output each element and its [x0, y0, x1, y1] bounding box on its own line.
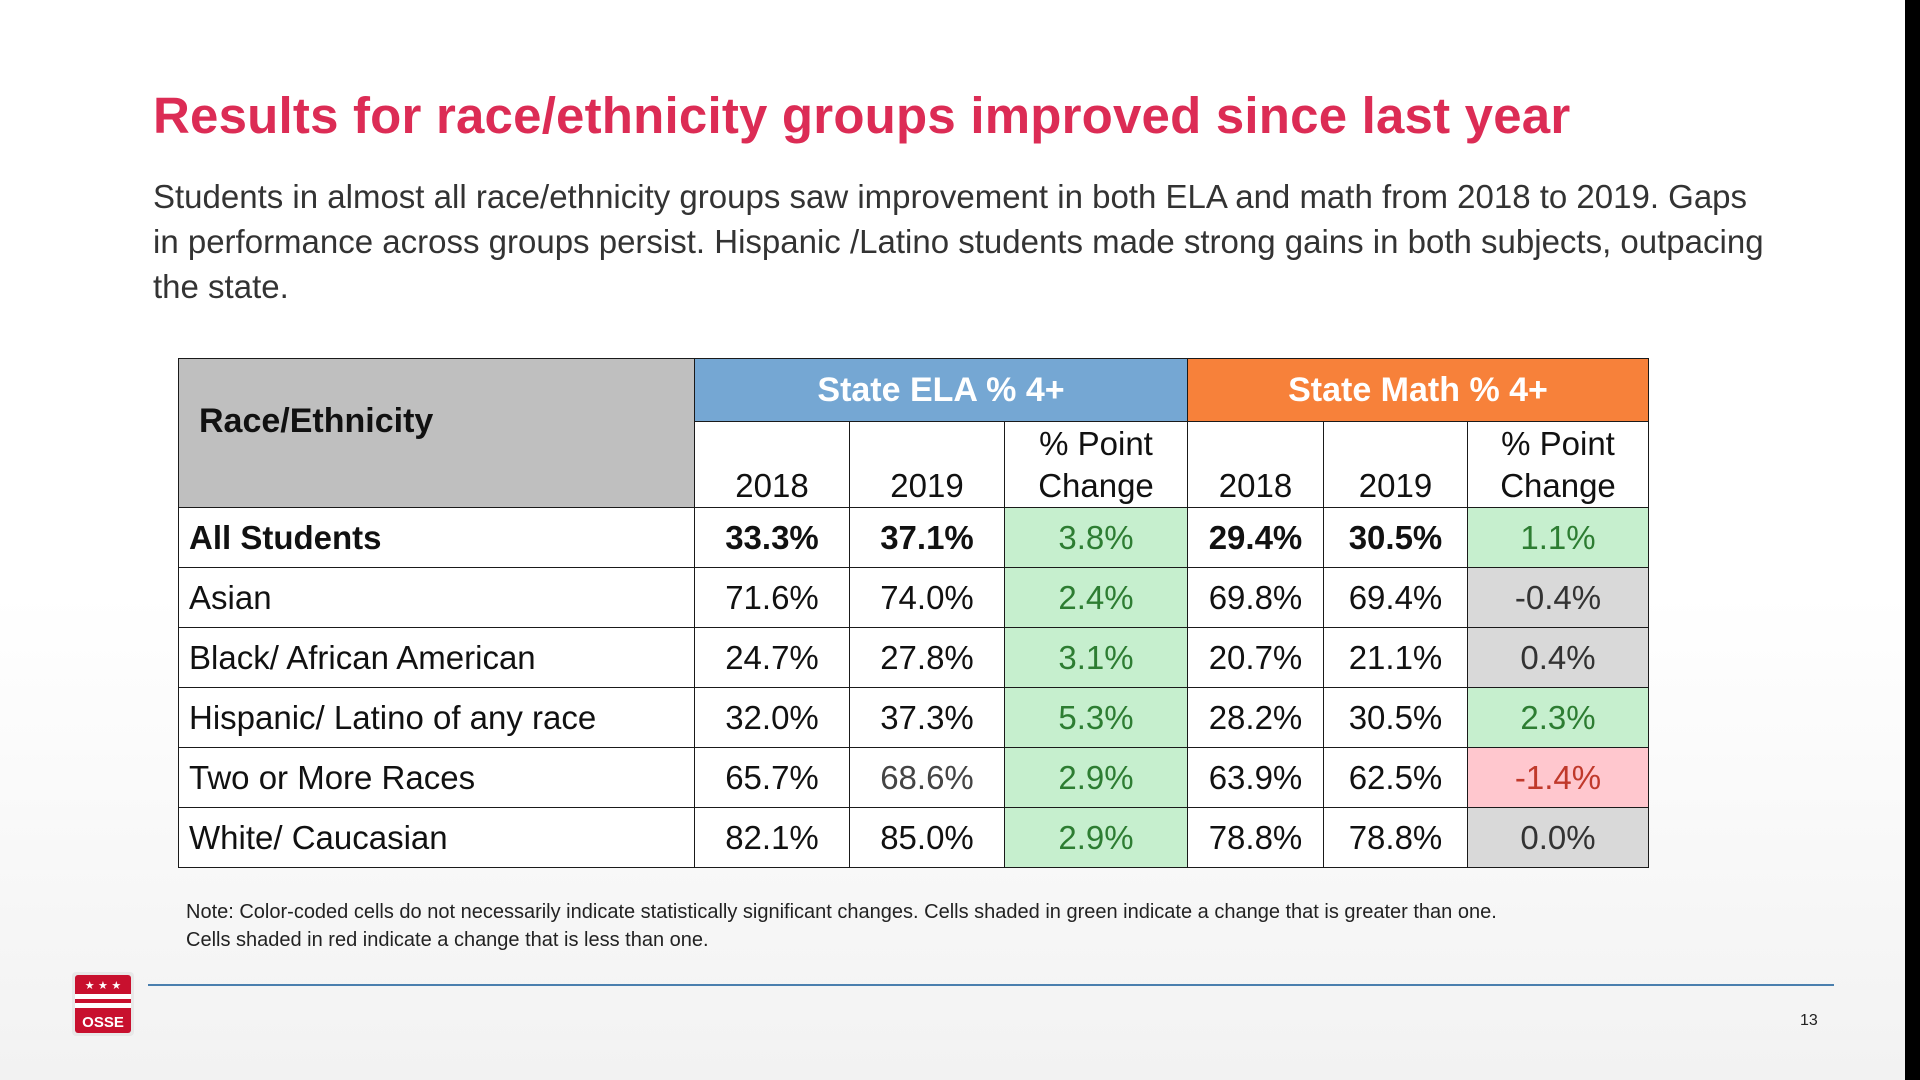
- note-line-1: Note: Color-coded cells do not necessari…: [186, 901, 1497, 923]
- logo-stars: ★ ★ ★: [85, 979, 122, 992]
- footer-divider: [148, 984, 1834, 986]
- ela-2019-value: 74.0%: [849, 567, 1005, 628]
- results-table: Race/Ethnicity State ELA % 4+ State Math…: [178, 358, 1649, 868]
- math-change-value: -0.4%: [1467, 567, 1649, 628]
- ela-2018-value: 33.3%: [694, 507, 850, 568]
- math-2018-header-label: 2018: [1218, 467, 1293, 504]
- math-2019-value: 62.5%: [1323, 747, 1468, 808]
- math-change-header: % Point Change: [1467, 421, 1649, 508]
- table-row: Black/ African American 24.7% 27.8% 3.1%…: [178, 627, 1649, 688]
- math-2018-value: 63.9%: [1187, 747, 1324, 808]
- ela-2019-value: 37.3%: [849, 687, 1005, 748]
- ela-2018-value: 24.7%: [694, 627, 850, 688]
- group-label: Two or More Races: [178, 747, 695, 808]
- group-label: All Students: [178, 507, 695, 568]
- ela-2019-value: 27.8%: [849, 627, 1005, 688]
- table-note: Note: Color-coded cells do not necessari…: [186, 898, 1746, 954]
- ela-change-value: 5.3%: [1004, 687, 1188, 748]
- math-change-value: 2.3%: [1467, 687, 1649, 748]
- math-change-value: -1.4%: [1467, 747, 1649, 808]
- math-2019-value: 21.1%: [1323, 627, 1468, 688]
- math-change-value: 1.1%: [1467, 507, 1649, 568]
- math-2019-header: 2019: [1323, 421, 1468, 508]
- ela-2018-value: 71.6%: [694, 567, 850, 628]
- math-2019-value: 30.5%: [1323, 687, 1468, 748]
- ela-change-value: 2.9%: [1004, 807, 1188, 868]
- math-2019-value: 30.5%: [1323, 507, 1468, 568]
- math-2019-value: 78.8%: [1323, 807, 1468, 868]
- ela-change-value: 3.1%: [1004, 627, 1188, 688]
- math-2019-header-label: 2019: [1358, 467, 1433, 504]
- ela-2019-value: 68.6%: [849, 747, 1005, 808]
- ela-2019-value: 37.1%: [849, 507, 1005, 568]
- math-change-value: 0.0%: [1467, 807, 1649, 868]
- logo-text: OSSE: [82, 1014, 124, 1031]
- math-2018-value: 69.8%: [1187, 567, 1324, 628]
- race-ethnicity-header: Race/Ethnicity: [178, 358, 695, 508]
- math-2019-value: 69.4%: [1323, 567, 1468, 628]
- math-change-header-line2: Change: [1500, 467, 1616, 504]
- table-row: Hispanic/ Latino of any race 32.0% 37.3%…: [178, 687, 1649, 748]
- ela-2019-header-label: 2019: [890, 467, 964, 504]
- slide-subtitle: Students in almost all race/ethnicity gr…: [153, 178, 1764, 305]
- table-row: White/ Caucasian 82.1% 85.0% 2.9% 78.8% …: [178, 807, 1649, 868]
- table-row: Two or More Races 65.7% 68.6% 2.9% 63.9%…: [178, 747, 1649, 808]
- group-label: White/ Caucasian: [178, 807, 695, 868]
- ela-change-header-line2: Change: [1038, 467, 1154, 504]
- ela-change-header-line1: % Point: [1039, 425, 1153, 462]
- table-row: All Students 33.3% 37.1% 3.8% 29.4% 30.5…: [178, 507, 1649, 568]
- ela-2018-value: 82.1%: [694, 807, 850, 868]
- ela-2019-header: 2019: [849, 421, 1005, 508]
- osse-logo: ★ ★ ★ OSSE: [72, 972, 134, 1036]
- math-change-value: 0.4%: [1467, 627, 1649, 688]
- ela-header: State ELA % 4+: [694, 358, 1188, 422]
- math-change-header-line1: % Point: [1501, 425, 1615, 462]
- group-label: Hispanic/ Latino of any race: [178, 687, 695, 748]
- note-line-2: Cells shaded in red indicate a change th…: [186, 929, 709, 951]
- math-2018-value: 20.7%: [1187, 627, 1324, 688]
- ela-2018-header-label: 2018: [735, 467, 809, 504]
- math-2018-value: 78.8%: [1187, 807, 1324, 868]
- ela-2018-value: 32.0%: [694, 687, 850, 748]
- math-2018-value: 28.2%: [1187, 687, 1324, 748]
- slide-title: Results for race/ethnicity groups improv…: [153, 87, 1571, 144]
- ela-change-value: 3.8%: [1004, 507, 1188, 568]
- group-label: Asian: [178, 567, 695, 628]
- math-2018-header: 2018: [1187, 421, 1324, 508]
- ela-2018-header: 2018: [694, 421, 850, 508]
- math-2018-value: 29.4%: [1187, 507, 1324, 568]
- group-label: Black/ African American: [178, 627, 695, 688]
- ela-2018-value: 65.7%: [694, 747, 850, 808]
- page-number: 13: [1800, 1012, 1818, 1029]
- ela-change-value: 2.4%: [1004, 567, 1188, 628]
- table-row: Asian 71.6% 74.0% 2.4% 69.8% 69.4% -0.4%: [178, 567, 1649, 628]
- ela-2019-value: 85.0%: [849, 807, 1005, 868]
- math-header: State Math % 4+: [1187, 358, 1649, 422]
- ela-change-value: 2.9%: [1004, 747, 1188, 808]
- ela-change-header: % Point Change: [1004, 421, 1188, 508]
